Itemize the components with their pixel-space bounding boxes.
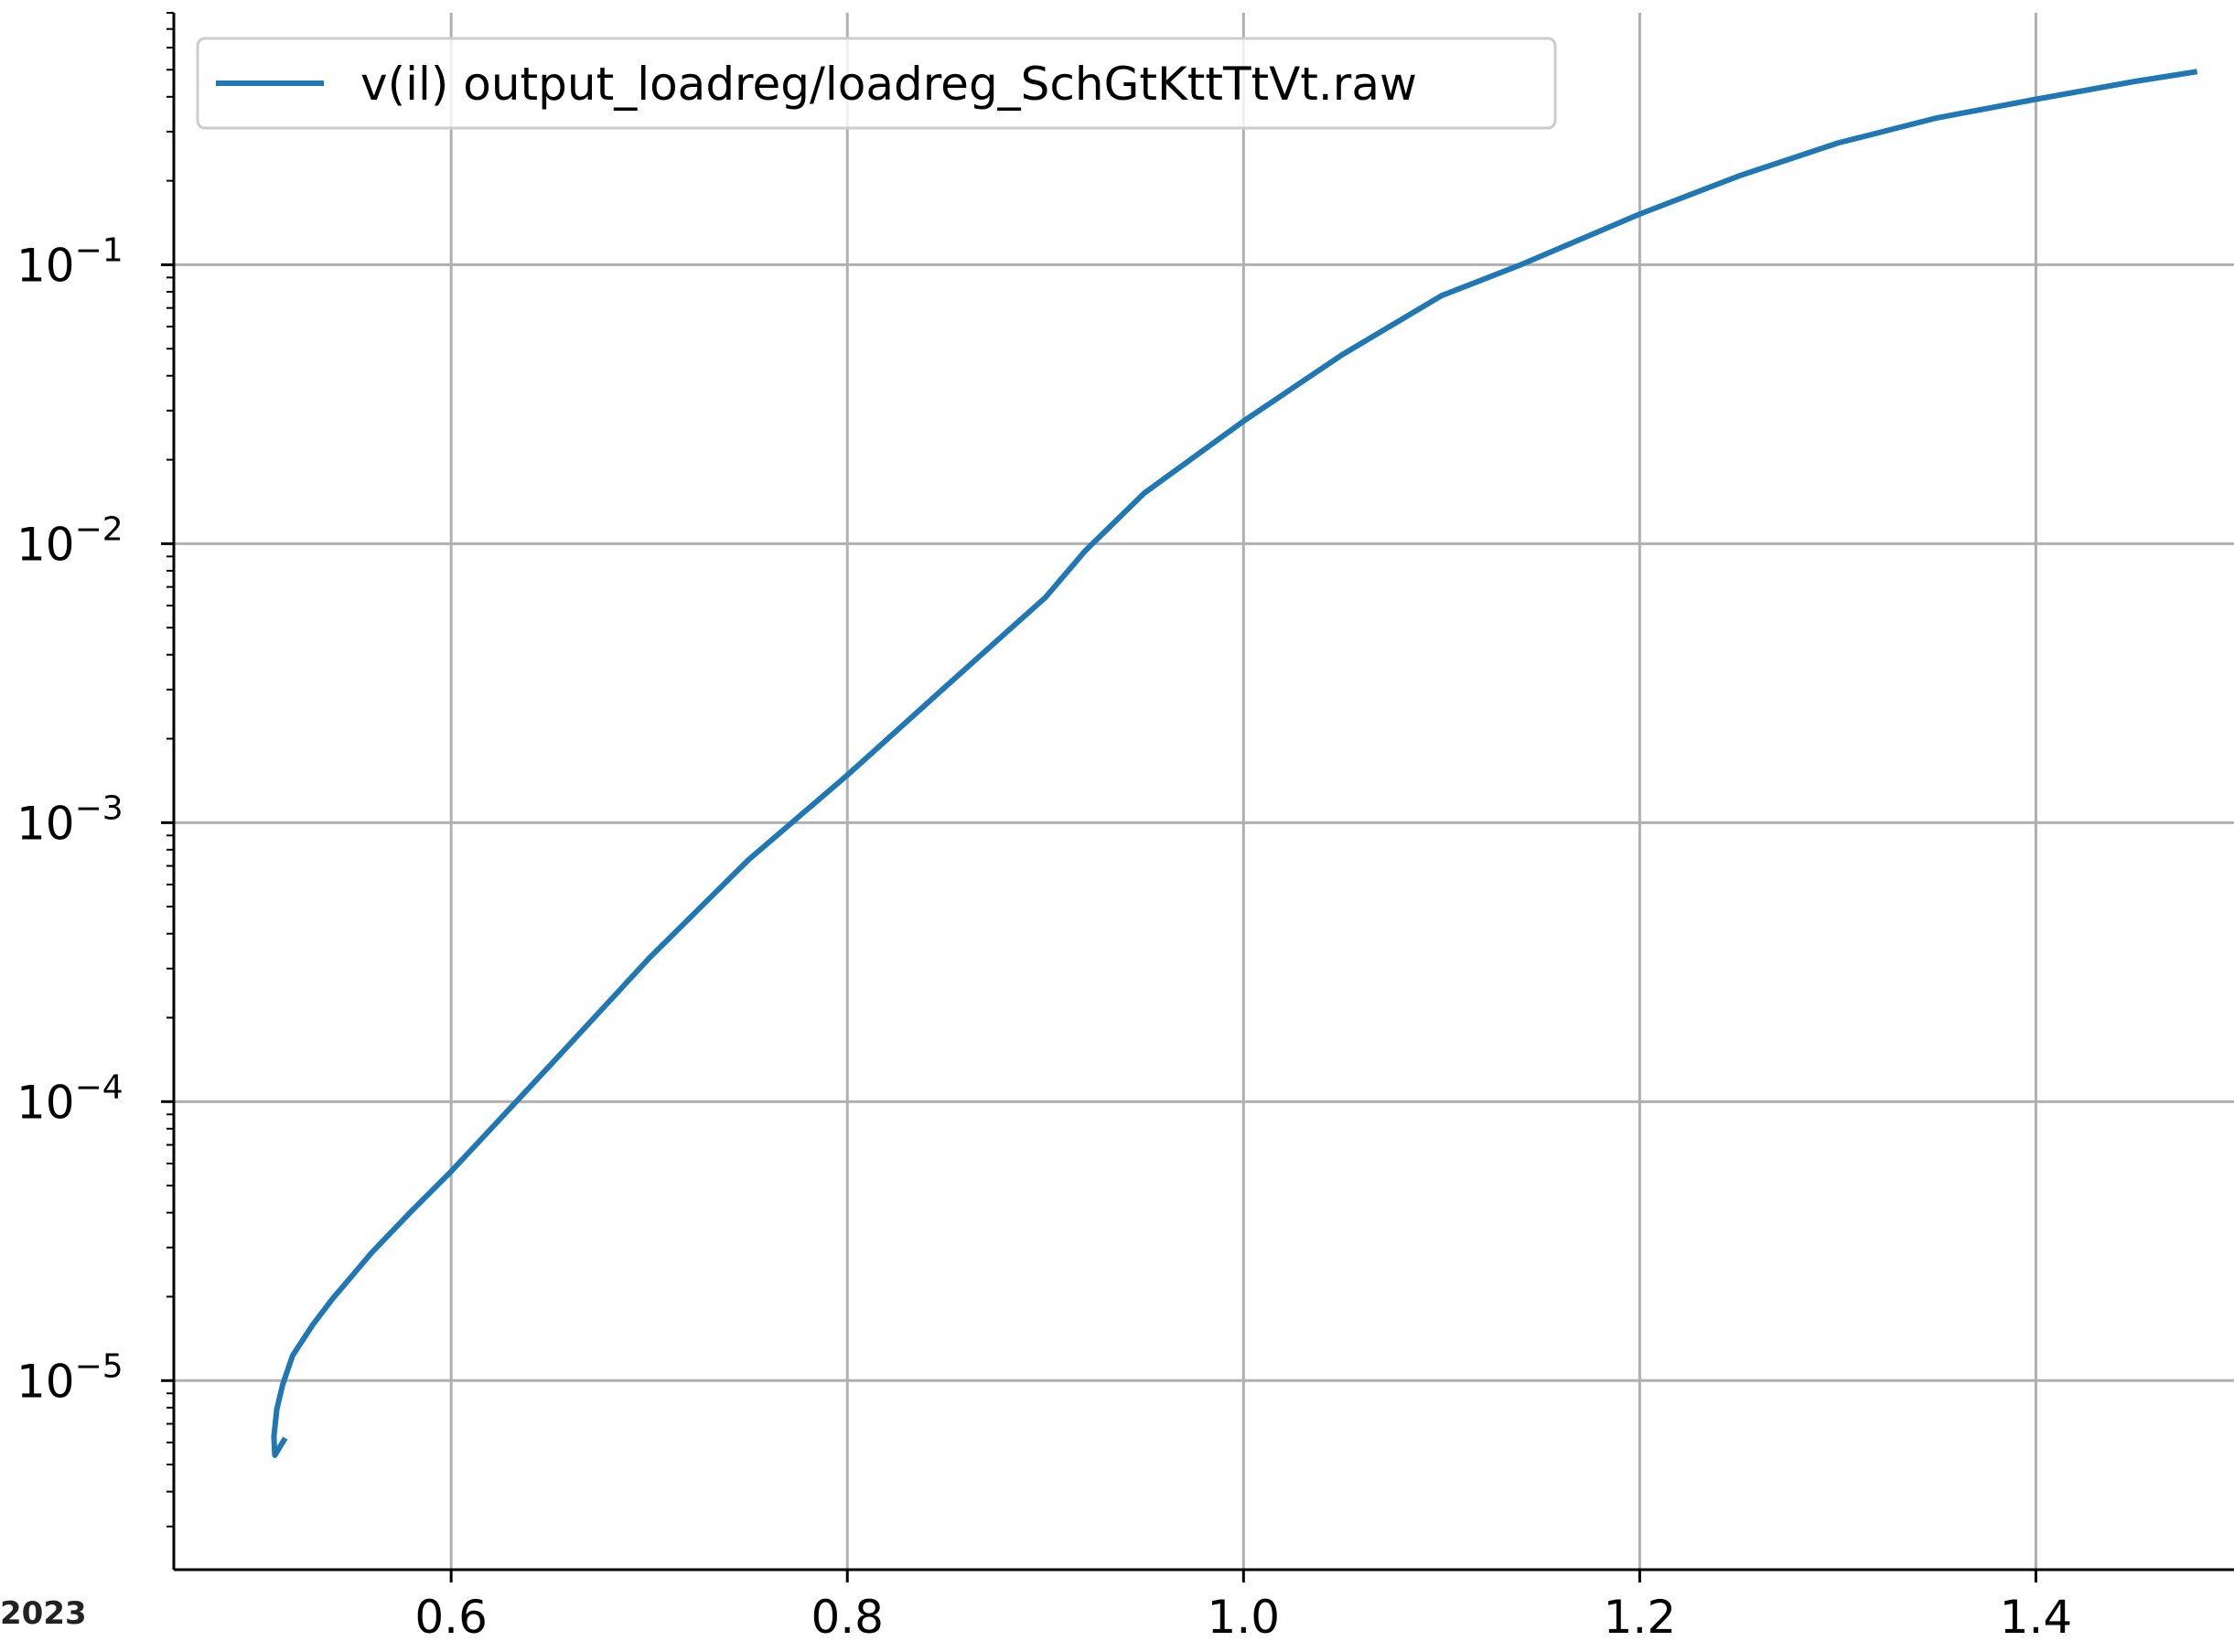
legend-box <box>196 37 1557 130</box>
legend: v(il) output_loadreg/loadreg_SchGtKttTtV… <box>196 37 1557 130</box>
y-tick-label: 10−3 <box>16 789 124 850</box>
series-layer <box>271 69 2198 1458</box>
x-tick-label: 0.6 <box>414 1591 488 1644</box>
y-tick-label: 10−4 <box>16 1068 124 1129</box>
x-tick-label: 1.0 <box>1208 1591 1281 1644</box>
corner-year-label: 2023 <box>0 1595 87 1632</box>
ticks: 0.6 0.8 1.0 1.2 1.4 10−5 10−4 10−3 10−2 10−1 <box>16 12 2073 1644</box>
y-tick-label: 10−5 <box>16 1347 124 1408</box>
legend-label: v(il) output_loadreg/loadreg_SchGtKttTtV… <box>360 58 1417 111</box>
y-tick-label: 10−1 <box>16 231 124 292</box>
grid <box>174 13 2234 1570</box>
y-tick-label: 10−2 <box>16 510 124 571</box>
axes <box>172 13 2234 1572</box>
x-tick-label: 0.8 <box>811 1591 884 1644</box>
x-tick-label: 1.2 <box>1604 1591 1677 1644</box>
x-tick-label: 1.4 <box>2000 1591 2073 1644</box>
series-line <box>271 69 2198 1458</box>
